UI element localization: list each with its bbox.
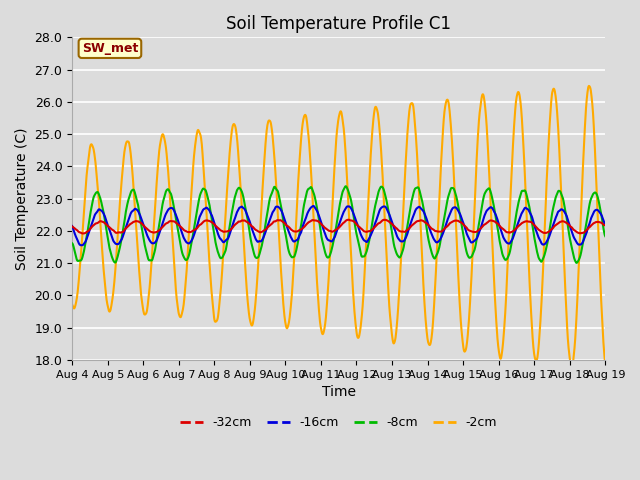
Legend: -32cm, -16cm, -8cm, -2cm: -32cm, -16cm, -8cm, -2cm [175, 411, 502, 434]
Title: Soil Temperature Profile C1: Soil Temperature Profile C1 [226, 15, 451, 33]
Y-axis label: Soil Temperature (C): Soil Temperature (C) [15, 127, 29, 270]
X-axis label: Time: Time [322, 385, 356, 399]
Text: SW_met: SW_met [82, 42, 138, 55]
